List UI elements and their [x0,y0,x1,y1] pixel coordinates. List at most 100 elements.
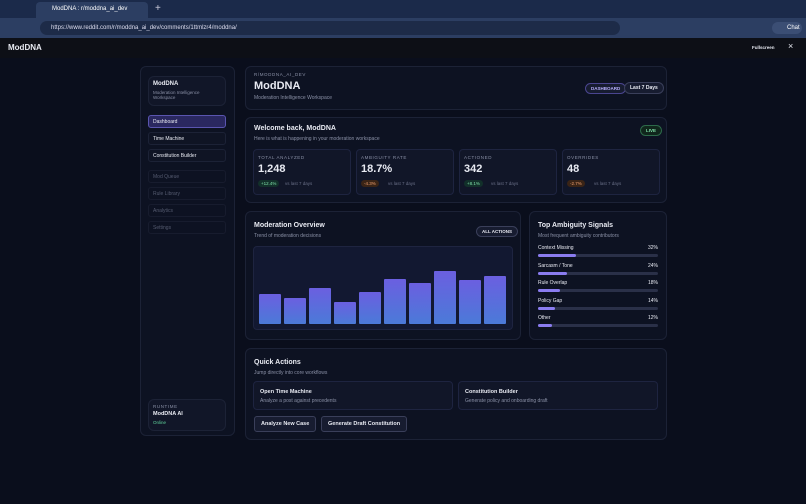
signals-subtitle: Most frequent ambiguity contributors [538,233,619,239]
welcome-subtitle: Here is what is happening in your modera… [254,136,380,142]
action-button[interactable]: Generate Draft Constitution [321,416,408,432]
runtime-status: Online [153,420,167,425]
range-select[interactable]: Last 7 Days [624,82,664,94]
signal-track [538,306,658,310]
stat-card [356,149,454,195]
bar [334,302,356,324]
chart-subtitle: Trend of moderation decisions [254,233,322,239]
signal-value: 32% [647,245,658,251]
tab-title: ModDNA : r/moddna_ai_dev [52,6,128,12]
tab[interactable] [36,2,148,18]
bar [459,280,481,324]
bar [284,298,306,324]
quick-subtitle: Jump directly into core workflows [254,370,328,376]
nav-item-disabled [148,204,226,217]
nav-label: Settings [153,225,172,231]
bar [434,270,456,324]
signal-name: Context Missing [538,245,574,251]
signal-track [538,271,658,275]
bar [409,282,431,324]
signal-name: Policy Gap [538,297,563,304]
welcome-title: Welcome back, ModDNA [254,125,336,132]
bar [259,294,281,324]
new-tab[interactable]: + [155,3,161,14]
signal-track [538,289,658,292]
header-subtitle: Moderation Intelligence Workspace [254,95,333,101]
brand-card [148,76,226,106]
url: https://www.reddit.com/r/moddna_ai_dev/c… [51,25,237,31]
action-desc: Generate policy and onboarding draft [465,398,548,404]
nav-item[interactable] [148,132,226,145]
runtime-name: ModDNA AI [153,411,183,417]
signal-track [538,254,658,257]
close[interactable]: × [788,41,794,51]
chart-title: Moderation Overview [254,222,325,229]
signal-name: Other [538,315,551,321]
bar [484,275,506,324]
bar [309,288,331,324]
runtime-card [148,399,226,431]
signal-bar [538,324,553,327]
nav-label: Rule Library [153,191,180,197]
nav-item-disabled [148,221,226,234]
signal-bar [538,306,555,310]
action-desc: Analyze a post against precedents [260,398,337,404]
signal-track [538,324,658,327]
stat-card [253,149,351,195]
signal-bar [538,289,560,292]
url-field[interactable] [40,21,620,35]
action-title: Constitution Builder [465,389,518,395]
nav-item[interactable] [148,149,226,162]
nav-item-disabled [148,187,226,200]
stat-note: vs last 7 days [594,181,622,186]
stat-delta: -2.7% [567,180,585,187]
stat-card [562,149,660,195]
bar [359,292,381,324]
stat-delta: +12.4% [258,180,280,187]
signal-bar [538,254,577,257]
stat-label: ACTIONED [464,155,493,160]
chat-button[interactable] [772,22,802,34]
eyebrow: R/MODDNA_AI_DEV [254,72,307,77]
signal-name: Sarcasm / Tone [538,262,573,269]
nav-label: Constitution Builder [153,153,197,159]
action-button[interactable]: Analyze New Case [254,416,317,432]
stat-label: OVERRIDES [567,155,599,160]
signals [529,211,667,340]
signal-value: 18% [647,280,658,286]
stat-delta: -4.3% [361,180,379,187]
bar [384,278,406,324]
stat-note: vs last 7 days [285,181,313,186]
quick-title: Quick Actions [254,359,301,366]
action-title: Open Time Machine [260,389,312,395]
stat-note: vs last 7 days [491,181,519,186]
stat-label: TOTAL ANALYZED [258,155,305,160]
nav-label: Analytics [153,208,174,214]
app-title: ModDNA [8,43,42,52]
chart-filter[interactable]: ALL ACTIONS [476,226,518,237]
stat-note: vs last 7 days [388,181,416,186]
brand-sub: Moderation Intelligence Workspace [153,90,200,100]
stat-value: 48 [567,163,580,175]
nav-label: Mod Queue [153,174,180,180]
fullscreen[interactable]: Fullscreen [752,45,775,50]
nav-item[interactable] [148,115,226,128]
signal-value: 14% [647,297,658,304]
stat-value: 342 [464,163,483,175]
header-badge: DASHBOARD [585,83,627,94]
signal-value: 12% [647,315,658,321]
signal-name: Rule Overlap [538,280,568,286]
live-badge: LIVE [640,125,663,136]
stat-label: AMBIGUITY RATE [361,155,407,160]
tab-bar [0,0,806,18]
stat-value: 1,248 [258,163,286,175]
stat-value: 18.7% [361,163,393,175]
nav-item-disabled [148,170,226,183]
action-card[interactable] [458,381,658,410]
action-card[interactable] [253,381,453,410]
app-bar [0,38,806,58]
nav-label: Time Machine [153,136,185,142]
brand: ModDNA [153,81,179,87]
header-title: ModDNA [254,80,301,92]
